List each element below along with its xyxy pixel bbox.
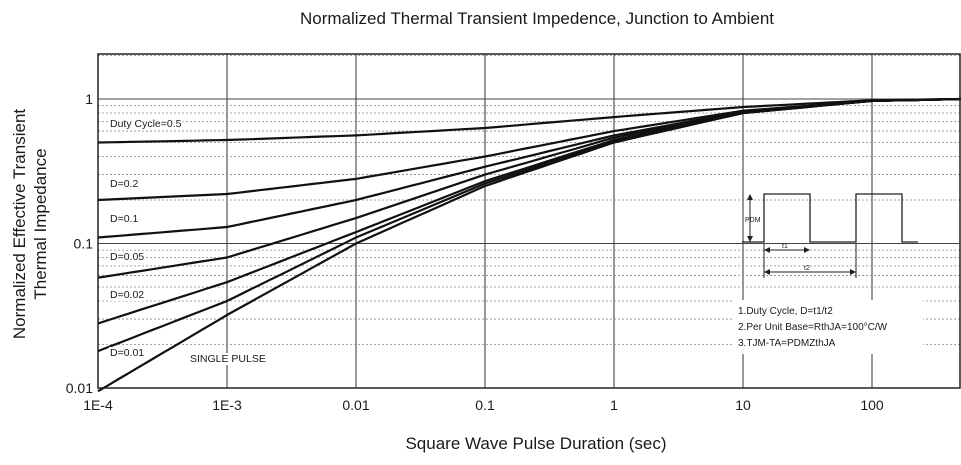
plot-frame [97, 53, 961, 389]
curve-label-backing [109, 213, 140, 225]
curve-label-backing [109, 289, 146, 301]
pulse-waveform-diagram: PDM t1 t2 [742, 193, 918, 278]
y-tick-label-2: 1 [85, 91, 93, 107]
curve-label-4: D=0.02 [110, 289, 144, 301]
pulse-waveform [742, 193, 918, 243]
t1-label: t1 [782, 243, 788, 250]
x-tick-label-2: 0.01 [342, 397, 369, 413]
chart-title: Normalized Thermal Transient Impedence, … [300, 9, 774, 28]
t1-arrowhead-right [804, 247, 810, 253]
note-duty-cycle: 1.Duty Cycle, D=t1/t2 [738, 306, 833, 317]
grid [98, 54, 960, 388]
y-tick-label-0: 0.01 [66, 380, 93, 396]
curve-label-backing [109, 178, 140, 190]
notes-box: 1.Duty Cycle, D=t1/t2 2.Per Unit Base=Rt… [733, 300, 923, 354]
t1-arrowhead-left [764, 247, 770, 253]
note-temperature-relation: 3.TJM-TA=PDMZthJA [738, 338, 836, 349]
curve-label-backing [189, 353, 267, 365]
curve-label-backing [109, 251, 146, 263]
note-per-unit-base: 2.Per Unit Base=RthJA=100°C/W [738, 322, 888, 333]
curve-labels: Duty Cycle=0.5 D=0.2 D=0.1 D=0.05 D=0.02 D=0.… [109, 118, 267, 365]
x-tick-label-1: 1E-3 [212, 397, 242, 413]
tick-labels: 1E-4 1E-3 0.01 0.1 1 10 100 0.01 0.1 1 [66, 91, 884, 413]
x-tick-label-3: 0.1 [475, 397, 495, 413]
t2-arrowhead-left [764, 269, 770, 275]
x-tick-label-4: 1 [610, 397, 618, 413]
curve-label-backing [109, 347, 146, 359]
curve-label-5: D=0.01 [110, 347, 144, 359]
curve-label-3: D=0.05 [110, 251, 144, 263]
curve-label-2: D=0.1 [110, 213, 138, 225]
pdm-label: PDM [745, 217, 761, 224]
curve-label-6: SINGLE PULSE [190, 353, 266, 365]
x-axis-label: Square Wave Pulse Duration (sec) [405, 434, 666, 453]
amplitude-arrowhead-bottom [747, 236, 753, 242]
x-tick-label-0: 1E-4 [83, 397, 113, 413]
x-tick-label-5: 10 [735, 397, 751, 413]
curves [97, 97, 961, 393]
amplitude-arrowhead-top [747, 194, 753, 200]
curve-6 [97, 97, 961, 393]
y-axis-label-line2: Thermal Impedance [31, 148, 50, 299]
curve-label-0: Duty Cycle=0.5 [110, 118, 182, 130]
curve-label-backing [109, 118, 183, 130]
y-tick-label-1: 0.1 [74, 236, 94, 252]
y-axis-label-line1: Normalized Effective Transient [10, 109, 29, 340]
t2-arrowhead-right [850, 269, 856, 275]
curve-label-1: D=0.2 [110, 178, 138, 190]
t2-label: t2 [804, 265, 810, 272]
x-tick-label-6: 100 [860, 397, 884, 413]
notes-background [733, 300, 923, 354]
